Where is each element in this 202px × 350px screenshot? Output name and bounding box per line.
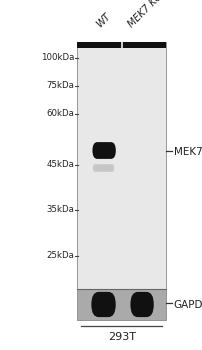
FancyBboxPatch shape <box>91 292 115 317</box>
FancyBboxPatch shape <box>96 146 112 155</box>
Text: GAPDH: GAPDH <box>173 300 202 310</box>
FancyBboxPatch shape <box>93 164 114 172</box>
Bar <box>123 42 166 48</box>
Text: WT: WT <box>94 12 112 30</box>
Bar <box>77 42 166 289</box>
FancyBboxPatch shape <box>95 297 112 312</box>
Text: MEK7 KO: MEK7 KO <box>125 0 163 30</box>
Text: MEK7: MEK7 <box>173 147 201 157</box>
Bar <box>120 42 123 48</box>
Text: 60kDa: 60kDa <box>46 109 74 118</box>
Text: 293T: 293T <box>107 332 135 342</box>
Text: 100kDa: 100kDa <box>41 53 74 62</box>
Text: 45kDa: 45kDa <box>46 160 74 169</box>
FancyBboxPatch shape <box>96 166 110 170</box>
Text: 25kDa: 25kDa <box>46 251 74 260</box>
FancyBboxPatch shape <box>130 292 153 317</box>
Text: 35kDa: 35kDa <box>46 205 74 215</box>
Text: 75kDa: 75kDa <box>46 81 74 90</box>
FancyBboxPatch shape <box>133 297 149 312</box>
Bar <box>77 289 166 320</box>
Bar <box>77 42 120 48</box>
FancyBboxPatch shape <box>92 142 115 159</box>
